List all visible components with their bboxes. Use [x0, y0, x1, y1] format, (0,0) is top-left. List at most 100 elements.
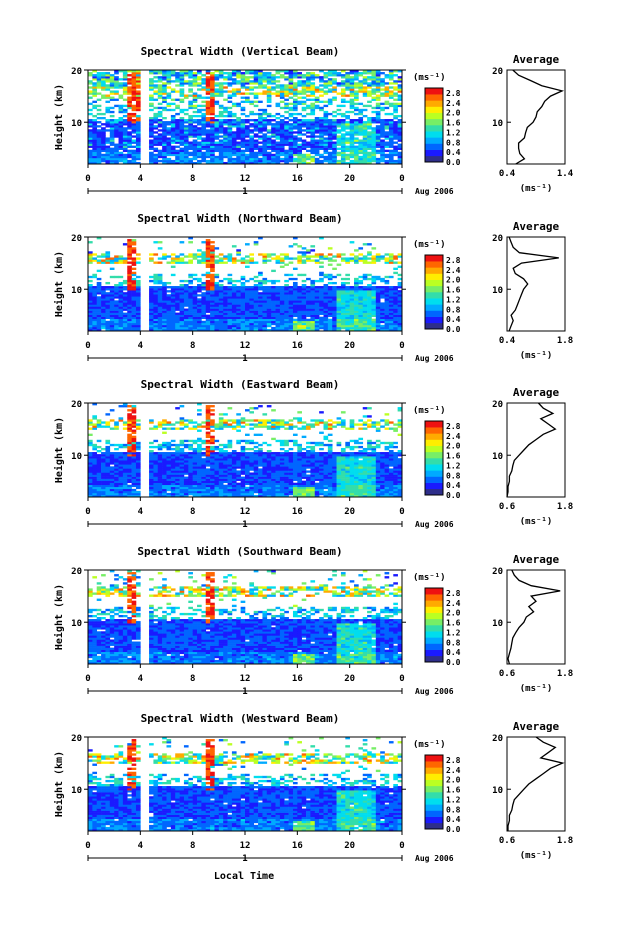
heatmap-cell [101, 312, 106, 315]
heatmap-cell [397, 302, 403, 305]
heatmap-cell [175, 78, 180, 81]
heatmap-cell [92, 92, 98, 95]
heatmap-cell [92, 478, 98, 481]
heatmap-cell [349, 88, 355, 91]
heatmap-cell [166, 74, 172, 77]
x-tick-label: 0 [85, 174, 90, 184]
heatmap-cell [170, 304, 176, 307]
heatmap-cell [122, 98, 128, 101]
heatmap-cell [349, 151, 355, 155]
heatmap-cell [149, 312, 154, 315]
heatmap-cell [122, 484, 128, 488]
heatmap-cell [131, 247, 137, 250]
heatmap-cell [149, 94, 154, 97]
heatmap-cell [166, 139, 172, 142]
x-tick-label: 12 [240, 174, 251, 184]
heatmap-cell [166, 294, 172, 297]
heatmap-cell [162, 76, 167, 79]
heatmap-cell [214, 100, 220, 103]
heatmap-cell [109, 322, 115, 326]
heatmap-cell [314, 314, 320, 317]
heatmap-cell [327, 161, 333, 165]
heatmap-cell [358, 80, 364, 83]
heatmap-cell [162, 159, 167, 163]
heatmap-cell [397, 159, 403, 163]
heatmap-cell [240, 261, 246, 264]
heatmap-cell [253, 145, 259, 148]
heatmap-cell [397, 104, 403, 108]
heatmap-cell [157, 76, 163, 79]
heatmap-cell [349, 298, 355, 301]
heatmap-cell [122, 480, 128, 483]
heatmap-cell [332, 82, 337, 85]
heatmap-cell [96, 269, 102, 273]
heatmap-cell [96, 133, 102, 136]
heatmap-cell [166, 94, 172, 97]
heatmap-cell [345, 314, 350, 317]
heatmap-cell [192, 253, 198, 256]
heatmap-cell [384, 279, 390, 283]
heatmap-cell [354, 131, 359, 134]
heatmap-cell [127, 324, 132, 328]
heatmap-cell [153, 80, 159, 83]
heatmap-cell [388, 322, 394, 326]
heatmap-cell [371, 304, 377, 307]
heatmap-cell [336, 121, 342, 124]
heatmap-cell [118, 472, 124, 475]
heatmap-cell [88, 253, 93, 256]
heatmap-cell [358, 102, 364, 106]
heatmap-cell [197, 320, 202, 324]
heatmap-cell [275, 145, 281, 148]
heatmap-cell [375, 320, 381, 324]
heatmap-cell [92, 131, 98, 134]
heatmap-cell [166, 290, 172, 293]
heatmap-cell [218, 72, 224, 75]
heatmap-cell [271, 139, 276, 142]
heatmap-cell [297, 306, 302, 309]
heatmap-cell [349, 149, 355, 153]
heatmap-cell [349, 286, 355, 289]
heatmap-cell [227, 114, 233, 118]
heatmap-cell [131, 74, 137, 77]
heatmap-cell [266, 94, 272, 97]
heatmap-cell [236, 88, 241, 91]
heatmap-cell [362, 288, 368, 291]
heatmap-cell [310, 137, 316, 140]
heatmap-cell [88, 290, 93, 293]
heatmap-cell [240, 80, 246, 83]
heatmap-cell [349, 159, 355, 163]
heatmap-cell [175, 161, 180, 165]
heatmap-cell [201, 286, 207, 289]
heatmap-cell [266, 259, 272, 262]
heatmap-cell [101, 84, 106, 87]
heatmap-cell [388, 161, 394, 165]
heatmap-cell [271, 133, 276, 136]
heatmap-cell [118, 296, 124, 299]
heatmap-cell [306, 72, 311, 75]
heatmap-cell [327, 263, 333, 266]
heatmap-cell [397, 86, 403, 89]
heatmap-cell [192, 286, 198, 289]
heatmap-cell [397, 131, 403, 134]
heatmap-cell [157, 322, 163, 326]
heatmap-cell [367, 322, 372, 326]
heatmap-cell [122, 478, 128, 481]
heatmap-cell [336, 318, 342, 322]
heatmap-cell [258, 161, 263, 165]
heatmap-cell [297, 251, 302, 254]
heatmap-cell [358, 90, 364, 93]
heatmap-cell [236, 251, 241, 254]
heatmap-cell [249, 139, 255, 142]
heatmap-cell [306, 149, 311, 153]
heatmap-cell [92, 78, 98, 81]
heatmap-cell [153, 135, 159, 138]
heatmap-cell [188, 88, 193, 91]
heatmap-cell [218, 86, 224, 89]
heatmap-cell [332, 131, 337, 134]
heatmap-cell [340, 82, 346, 85]
heatmap-cell [197, 104, 202, 108]
heatmap-cell [327, 300, 333, 303]
heatmap-cell [122, 427, 128, 430]
heatmap-cell [306, 80, 311, 83]
heatmap-cell [349, 300, 355, 303]
